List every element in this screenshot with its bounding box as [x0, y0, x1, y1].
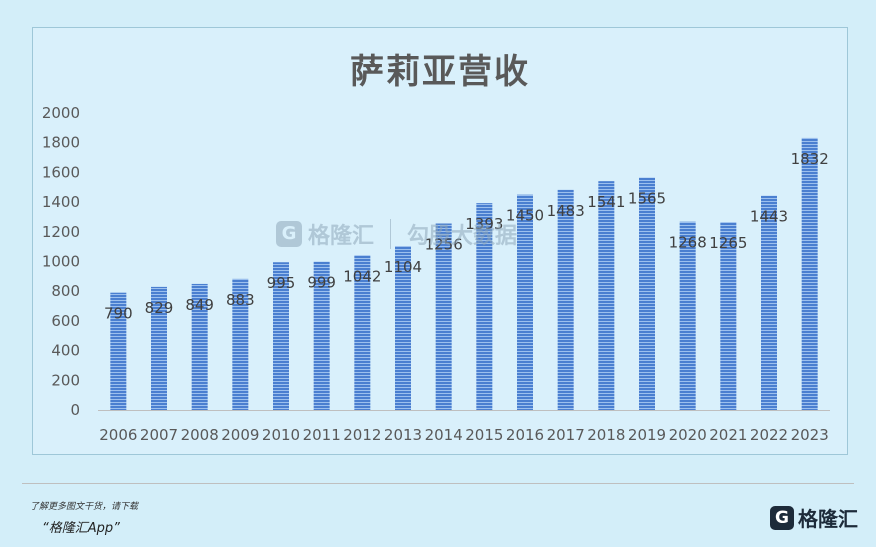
data-label-2008: 849	[185, 296, 214, 314]
y-tick-label: 1600	[42, 163, 80, 181]
data-label-2021: 1265	[709, 234, 747, 252]
y-tick-label: 0	[70, 401, 80, 419]
footer-divider	[22, 483, 854, 484]
x-tick-label-2021: 2021	[709, 426, 747, 444]
data-label-2007: 829	[145, 299, 174, 317]
x-tick-label-2022: 2022	[750, 426, 788, 444]
y-tick-label: 800	[51, 282, 80, 300]
watermark: G 格隆汇 勾股大数据	[276, 218, 517, 250]
data-label-2017: 1483	[547, 202, 585, 220]
data-label-2016: 1450	[506, 207, 544, 225]
data-label-2013: 1104	[384, 258, 422, 276]
x-tick-label-2018: 2018	[587, 426, 625, 444]
data-label-2011: 999	[307, 274, 336, 292]
chart-title: 萨莉亚营收	[350, 52, 530, 92]
bar-2018	[598, 181, 615, 410]
bar-2017	[557, 189, 574, 410]
x-tick-label-2017: 2017	[547, 426, 585, 444]
x-tick-label-2013: 2013	[384, 426, 422, 444]
bar-2022	[761, 195, 777, 410]
y-tick-label: 400	[51, 342, 80, 360]
data-label-2023: 1832	[791, 150, 829, 168]
y-tick-label: 1800	[42, 134, 80, 152]
brand-name: 格隆汇	[798, 507, 858, 531]
data-label-2009: 883	[226, 291, 255, 309]
brand-logo: G 格隆汇	[770, 503, 858, 532]
x-tick-label-2006: 2006	[99, 426, 137, 444]
x-tick-label-2015: 2015	[465, 426, 503, 444]
y-tick-label: 2000	[42, 104, 80, 122]
x-tick-label-2009: 2009	[221, 426, 259, 444]
bar-2009	[232, 278, 249, 410]
data-label-2014: 1256	[425, 235, 463, 253]
y-tick-label: 1200	[42, 223, 80, 241]
y-tick-label: 200	[51, 371, 80, 389]
x-tick-label-2016: 2016	[506, 426, 544, 444]
bar-2014	[435, 223, 452, 410]
watermark-divider	[390, 219, 392, 249]
bar-2019	[639, 177, 655, 410]
data-label-2006: 790	[104, 305, 133, 323]
data-label-2012: 1042	[343, 267, 381, 285]
bar-2008	[191, 283, 208, 410]
data-label-2020: 1268	[669, 234, 707, 252]
y-tick-label: 600	[51, 312, 80, 330]
x-tick-label-2008: 2008	[181, 426, 219, 444]
bar-2011	[313, 261, 330, 410]
data-label-2015: 1393	[465, 215, 503, 233]
bar-2015	[476, 203, 493, 410]
watermark-brand: 格隆汇	[308, 224, 375, 249]
x-tick-label-2012: 2012	[343, 426, 381, 444]
footer-note: 了解更多图文干货，请下载	[30, 502, 139, 512]
x-tick-label-2014: 2014	[425, 426, 463, 444]
x-tick-label-2010: 2010	[262, 426, 300, 444]
data-label-2022: 1443	[750, 208, 788, 226]
data-label-2019: 1565	[628, 190, 666, 208]
watermark-partner: 勾股大数据	[407, 224, 518, 249]
x-tick-label-2020: 2020	[669, 426, 707, 444]
y-tick-label: 1000	[42, 253, 80, 271]
y-tick-label: 1400	[42, 193, 80, 211]
x-tick-label-2023: 2023	[791, 426, 829, 444]
bar-2007	[151, 286, 167, 410]
brand-logo-icon: G	[770, 505, 794, 530]
watermark-logo-icon: G	[276, 221, 302, 247]
bar-2010	[273, 262, 289, 410]
x-tick-label-2011: 2011	[303, 426, 341, 444]
bar-2020	[679, 221, 696, 410]
bar-2023	[801, 137, 818, 410]
bar-2006	[110, 292, 127, 410]
x-tick-label-2019: 2019	[628, 426, 666, 444]
footer-app-name: “格隆汇App”	[42, 521, 120, 536]
x-tick-label-2007: 2007	[140, 426, 178, 444]
bar-2012	[354, 255, 371, 410]
data-label-2010: 995	[267, 274, 296, 292]
bar-2013	[395, 246, 411, 410]
bar-2021	[720, 222, 737, 410]
data-label-2018: 1541	[587, 193, 625, 211]
bar-2016	[517, 194, 533, 410]
